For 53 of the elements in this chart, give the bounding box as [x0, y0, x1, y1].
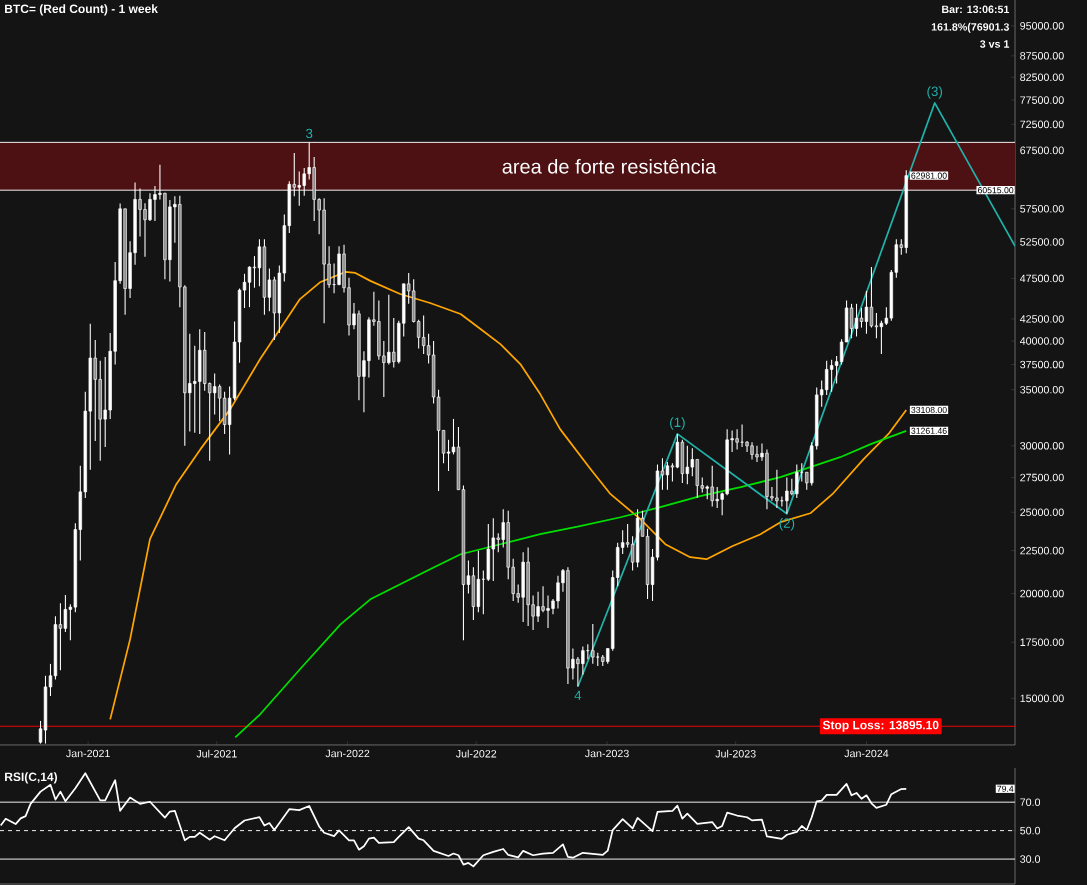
y-tick-label: 52500.00	[1020, 238, 1064, 246]
candlestick	[859, 307, 864, 329]
y-tick-label: 82500.00	[1020, 73, 1064, 82]
y-tick-label: 30.0	[1020, 855, 1041, 863]
y-tick-label: 87500.00	[1020, 52, 1064, 60]
annotation: 60515.00	[977, 187, 1014, 194]
candlestick	[854, 303, 859, 338]
annotation: Bar: 13:06:51	[942, 5, 1010, 14]
annotation: 62981.00	[911, 172, 947, 179]
annotation: 4	[574, 690, 582, 700]
x-tick-label: Jul-2021	[196, 749, 237, 758]
y-tick-label: 15000.00	[1020, 694, 1064, 703]
y-tick-label: 70.0	[1020, 798, 1041, 806]
y-tick-label: 47500.00	[1019, 274, 1064, 283]
candlestick	[247, 265, 252, 308]
y-tick-label: 37500.00	[1020, 360, 1064, 369]
chart-title: BTC= (Red Count) - 1 week	[5, 4, 158, 16]
x-tick-label: Jul-2023	[715, 749, 756, 758]
y-tick-label: 35000.00	[1020, 385, 1064, 394]
line-series	[577, 102, 1016, 688]
y-tick-label: 20000.00	[1020, 589, 1064, 598]
y-tick-label: 42500.00	[1019, 315, 1064, 323]
y-tick-label: 40000.00	[1019, 337, 1064, 345]
x-tick-label: Jul-2022	[455, 749, 497, 758]
line-series	[109, 271, 908, 721]
x-tick-label: Jan-2021	[66, 749, 110, 758]
y-tick-label: 50.0	[1020, 826, 1041, 835]
annotation: (1)	[670, 417, 685, 430]
annotation: 3 vs 1	[980, 40, 1010, 48]
annotation: 3	[305, 128, 313, 139]
annotation: 79.4	[997, 785, 1014, 792]
y-tick-label: 72500.00	[1020, 120, 1064, 129]
chart-title: RSI(C,14)	[5, 772, 58, 784]
y-tick-label: 77500.00	[1020, 96, 1064, 104]
y-tick-label: 30000.00	[1020, 442, 1064, 450]
y-tick-label: 67500.00	[1020, 146, 1064, 155]
y-tick-label: 22500.00	[1020, 546, 1064, 555]
band-label: area de forte resistência	[502, 158, 717, 174]
x-tick-label: Jan-2024	[844, 749, 889, 758]
annotation: 33108.00	[911, 406, 947, 413]
y-tick-label: 17500.00	[1020, 638, 1064, 647]
candlestick	[591, 623, 595, 665]
y-tick-label: 95000.00	[1020, 22, 1064, 30]
x-tick-label: Jan-2022	[325, 749, 370, 758]
annotation: (3)	[927, 86, 943, 99]
annotation: 31261.46	[911, 427, 947, 434]
y-tick-label: 57500.00	[1020, 205, 1064, 213]
y-tick-label: 25000.00	[1020, 508, 1064, 517]
y-tick-label: 27500.00	[1020, 473, 1064, 482]
annotation: 161.8%(76901.3	[931, 22, 1010, 33]
ref-line-label: Stop Loss: 13895.10	[822, 720, 939, 732]
annotation: (2)	[779, 517, 795, 531]
x-tick-label: Jan-2023	[584, 749, 629, 758]
